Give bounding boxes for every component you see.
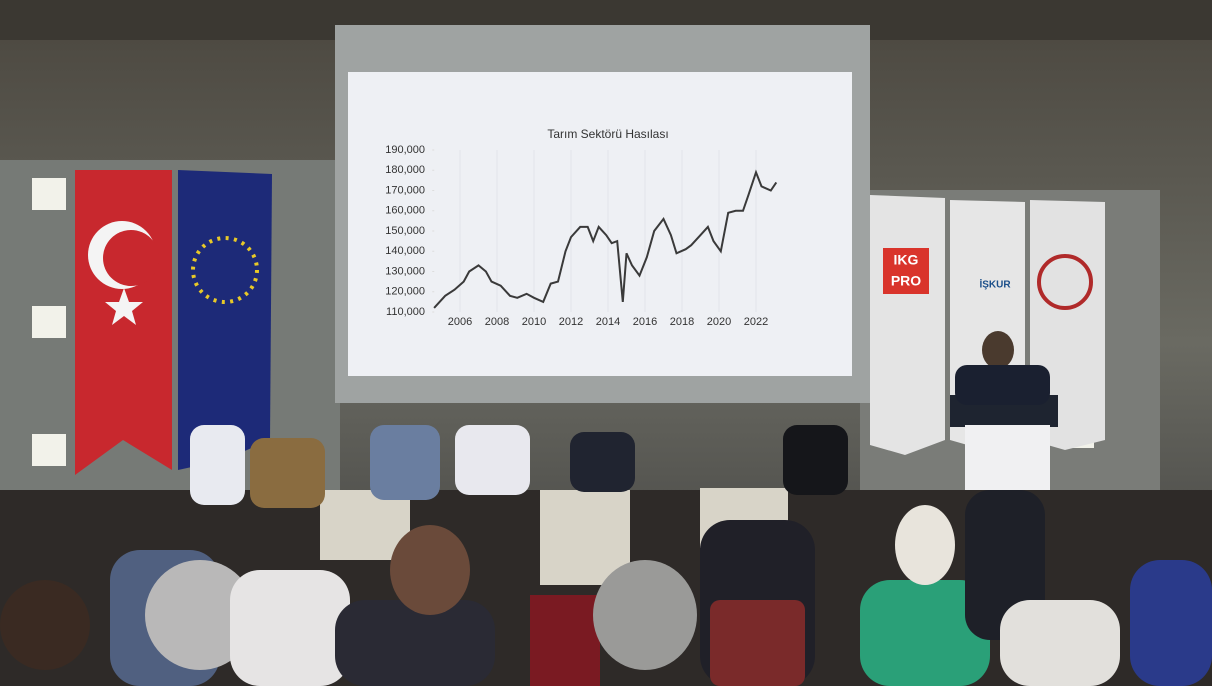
y-tick-label: 120,000 (385, 286, 425, 298)
wall-light (32, 178, 66, 210)
x-tick-label: 2012 (559, 316, 583, 328)
audience-head (895, 505, 955, 585)
crescent-cut (103, 230, 159, 286)
y-tick-label: 170,000 (385, 184, 425, 196)
panelist (190, 425, 245, 505)
x-tick-label: 2008 (485, 316, 509, 328)
panelist (455, 425, 530, 495)
y-tick-label: 190,000 (385, 144, 425, 156)
panelist (370, 425, 440, 500)
turkish-flag (75, 170, 172, 475)
logo-text: IKG (894, 252, 919, 268)
y-tick-label: 150,000 (385, 225, 425, 237)
audience-member (335, 600, 495, 686)
x-tick-label: 2018 (670, 316, 694, 328)
banner-text: İŞKUR (979, 278, 1011, 291)
panelist (570, 432, 635, 492)
chart-title: Tarım Sektörü Hasılası (547, 127, 668, 141)
banner (870, 195, 945, 455)
y-tick-label: 130,000 (385, 265, 425, 277)
audience-head (0, 580, 90, 670)
y-tick-label: 140,000 (385, 245, 425, 257)
logo-text: PRO (891, 273, 921, 289)
x-tick-label: 2022 (744, 316, 768, 328)
x-tick-label: 2020 (707, 316, 731, 328)
x-tick-label: 2016 (633, 316, 657, 328)
x-tick-label: 2006 (448, 316, 472, 328)
audience-head (390, 525, 470, 615)
panelist (783, 425, 848, 495)
x-tick-label: 2010 (522, 316, 546, 328)
audience-member (230, 570, 350, 686)
speaker-body (955, 365, 1050, 405)
chair (530, 595, 600, 686)
audience-head (593, 560, 697, 670)
x-tick-label: 2014 (596, 316, 620, 328)
panelist (250, 438, 325, 508)
y-tick-label: 110,000 (386, 306, 425, 318)
audience-member (1000, 600, 1120, 686)
y-tick-label: 180,000 (385, 164, 425, 176)
speaker-head (982, 331, 1014, 369)
audience-member (1130, 560, 1212, 686)
page: {"chart_data": {"type": "line", "title":… (0, 0, 1212, 686)
y-tick-label: 160,000 (385, 205, 425, 217)
wall-light (32, 306, 66, 338)
chair (710, 600, 805, 686)
wall-light (32, 434, 66, 466)
scene: IKG PRO İŞKUR Tarım Sektörü Hasılası 110,… (0, 0, 1212, 686)
